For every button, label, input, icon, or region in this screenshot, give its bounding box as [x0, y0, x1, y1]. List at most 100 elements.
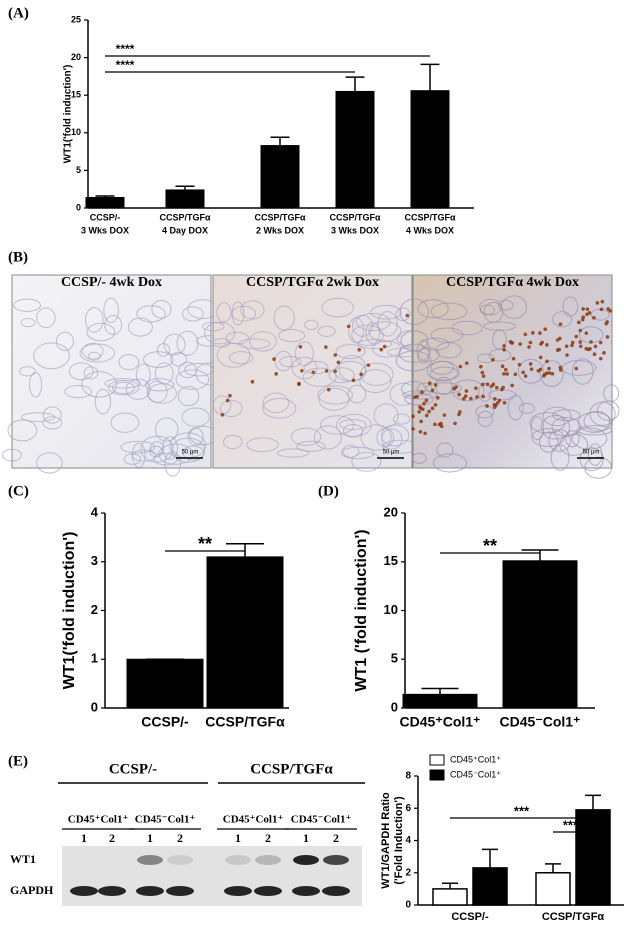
stained-nucleus [485, 404, 489, 408]
alveolar-wall [120, 440, 156, 454]
stained-nucleus [536, 369, 541, 373]
stained-nucleus [427, 409, 431, 414]
stained-nucleus [608, 309, 613, 313]
alveolar-wall [339, 419, 367, 430]
y-tick-label: 1 [91, 651, 98, 666]
stained-nucleus [578, 328, 583, 333]
y-axis-label: WT1('fold induction') [63, 65, 74, 164]
significance-label: **** [116, 58, 135, 72]
stained-nucleus [593, 344, 598, 349]
blot-subgroup-label: CD45⁺Col1⁺ [68, 814, 129, 826]
stained-nucleus [225, 398, 230, 403]
x-tick-label: CCSP/- [141, 714, 189, 730]
stained-nucleus [272, 357, 276, 361]
stained-nucleus [543, 327, 548, 331]
stained-nucleus [495, 385, 499, 390]
stained-nucleus [574, 334, 579, 339]
stained-nucleus [480, 370, 485, 375]
stained-nucleus [379, 347, 384, 352]
alveolar-wall [225, 331, 249, 345]
alveolar-wall [81, 371, 118, 398]
stained-nucleus [439, 424, 444, 429]
alveolar-wall [143, 351, 174, 368]
y-tick-label: 10 [71, 127, 81, 137]
alveolar-wall [497, 299, 514, 311]
alveolar-wall [483, 321, 517, 331]
alveolar-wall [135, 363, 151, 387]
alveolar-wall [36, 452, 63, 474]
blot-band [137, 855, 163, 865]
alveolar-wall [181, 407, 210, 427]
stained-nucleus [505, 372, 510, 376]
blot-band [136, 886, 164, 896]
alveolar-wall [123, 453, 142, 465]
stained-nucleus [228, 393, 232, 398]
alveolar-wall [425, 382, 462, 395]
stained-nucleus [300, 368, 304, 373]
stained-nucleus [433, 383, 438, 387]
blot-band [293, 855, 319, 865]
alveolar-wall [29, 372, 43, 398]
alveolar-wall [228, 351, 254, 365]
stained-nucleus [513, 372, 518, 377]
blot-lane-label: 1 [235, 831, 241, 845]
stained-nucleus [324, 345, 328, 349]
alveolar-wall [550, 444, 570, 471]
alveolar-wall [589, 401, 616, 426]
alveolar-wall [430, 327, 464, 343]
stained-nucleus [550, 371, 555, 376]
alveolar-wall [317, 325, 336, 337]
alveolar-wall [507, 394, 524, 421]
blot-lane-label: 2 [109, 831, 115, 845]
alveolar-wall [127, 317, 153, 337]
stained-nucleus [604, 321, 608, 326]
blot-group-label: CCSP/TGFα [250, 761, 333, 777]
stained-nucleus [595, 301, 600, 305]
alveolar-wall [360, 424, 392, 451]
stained-nucleus [420, 407, 425, 412]
alveolar-wall [154, 417, 179, 442]
blot-band [167, 855, 193, 865]
stained-nucleus [492, 402, 497, 407]
alveolar-wall [479, 304, 495, 316]
stained-nucleus [517, 362, 522, 367]
alveolar-wall [7, 419, 38, 442]
x-tick-label: 3 Wks DOX [331, 225, 379, 235]
stained-nucleus [324, 369, 329, 373]
bar [432, 888, 468, 906]
alveolar-wall [542, 406, 572, 427]
alveolar-wall [175, 369, 210, 390]
blot-lane-label: 1 [303, 831, 309, 845]
stained-nucleus [411, 427, 415, 431]
micrograph [11, 274, 212, 469]
alveolar-wall [342, 423, 364, 438]
alveolar-wall [398, 343, 430, 363]
stained-nucleus [539, 342, 543, 346]
alveolar-wall [20, 318, 36, 328]
bar [335, 90, 375, 209]
legend-swatch [429, 769, 445, 781]
blot-band [98, 886, 126, 896]
stained-nucleus [547, 366, 551, 371]
scale-bar-label: 50 μm [383, 450, 400, 456]
alveolar-wall [151, 299, 172, 319]
legend-label: CD45⁻Col1⁺ [450, 769, 501, 779]
stained-nucleus [584, 331, 589, 335]
stained-nucleus [474, 386, 478, 390]
y-axis-label: WT1/GAPDH Ratio [380, 792, 392, 889]
alveolar-wall [156, 343, 171, 357]
alveolar-wall [488, 349, 512, 362]
alveolar-wall [539, 360, 564, 388]
stained-nucleus [457, 392, 461, 397]
y-tick-label: 5 [76, 165, 81, 175]
panel-label: (D) [318, 483, 339, 499]
stained-nucleus [430, 388, 435, 393]
alveolar-wall [347, 384, 367, 404]
alveolar-wall [531, 428, 565, 447]
stained-nucleus [424, 413, 429, 418]
bar [206, 556, 284, 709]
alveolar-wall [42, 416, 63, 430]
stained-nucleus [298, 345, 303, 349]
y-tick-label: 4 [405, 835, 411, 846]
